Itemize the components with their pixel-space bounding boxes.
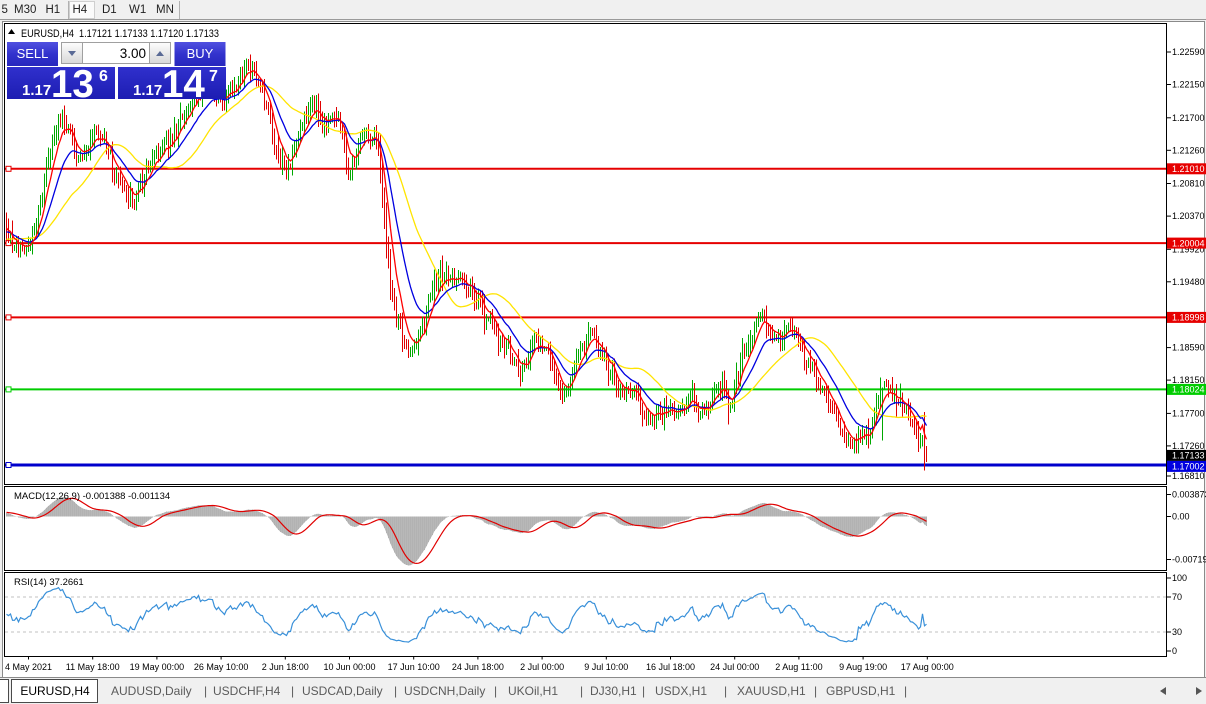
svg-text:USDCHF,H4: USDCHF,H4 [213, 684, 281, 698]
svg-text:1.19480: 1.19480 [1172, 277, 1205, 287]
svg-text:16 Jul 18:00: 16 Jul 18:00 [646, 662, 695, 672]
svg-text:0.003873: 0.003873 [1172, 490, 1206, 500]
svg-text:11 May 18:00: 11 May 18:00 [66, 662, 120, 672]
svg-text:AUDUSD,Daily: AUDUSD,Daily [111, 684, 192, 698]
svg-text:100: 100 [1172, 573, 1187, 583]
svg-text:1.17133: 1.17133 [1172, 451, 1205, 461]
svg-text:|: | [724, 684, 727, 698]
svg-text:9 Aug 19:00: 9 Aug 19:00 [839, 662, 887, 672]
svg-text:EURUSD,H4 1.17121 1.17133 1.1: EURUSD,H4 1.17121 1.17133 1.17120 1.1713… [21, 28, 219, 40]
svg-text:1.20004: 1.20004 [1172, 238, 1205, 248]
svg-text:1.16810: 1.16810 [1172, 471, 1205, 481]
svg-text:USDX,H1: USDX,H1 [655, 684, 707, 698]
svg-text:1.20810: 1.20810 [1172, 179, 1205, 189]
svg-text:5: 5 [2, 4, 8, 16]
svg-text:1.22590: 1.22590 [1172, 47, 1205, 57]
svg-text:26 May 10:00: 26 May 10:00 [194, 662, 249, 672]
svg-text:0.00: 0.00 [1172, 512, 1190, 522]
svg-text:GBPUSD,H1: GBPUSD,H1 [826, 684, 896, 698]
svg-text:14: 14 [162, 63, 205, 106]
svg-text:1.17700: 1.17700 [1172, 408, 1205, 418]
svg-text:USDCAD,Daily: USDCAD,Daily [302, 684, 383, 698]
svg-text:RSI(14) 37.2661: RSI(14) 37.2661 [14, 577, 84, 588]
svg-text:7: 7 [209, 68, 218, 85]
svg-text:MN: MN [156, 4, 174, 16]
svg-text:17 Jun 10:00: 17 Jun 10:00 [388, 662, 440, 672]
svg-text:|: | [904, 684, 907, 698]
svg-text:1.21700: 1.21700 [1172, 113, 1205, 123]
svg-text:2 Jun 18:00: 2 Jun 18:00 [262, 662, 309, 672]
svg-text:M30: M30 [14, 4, 36, 16]
svg-text:1.17002: 1.17002 [1172, 462, 1205, 472]
svg-text:19 May 00:00: 19 May 00:00 [130, 662, 185, 672]
svg-text:1.18024: 1.18024 [1172, 385, 1205, 395]
svg-text:3.00: 3.00 [120, 46, 146, 61]
svg-text:24 Jul 00:00: 24 Jul 00:00 [710, 662, 759, 672]
svg-text:1.18590: 1.18590 [1172, 343, 1205, 353]
svg-text:1.17260: 1.17260 [1172, 441, 1205, 451]
svg-text:D1: D1 [102, 4, 117, 16]
svg-text:2 Aug 11:00: 2 Aug 11:00 [775, 662, 822, 672]
svg-text:9 Jul 10:00: 9 Jul 10:00 [584, 662, 628, 672]
svg-text:-0.00719: -0.00719 [1172, 555, 1206, 565]
svg-text:4 May 2021: 4 May 2021 [5, 662, 52, 672]
svg-text:BUY: BUY [187, 46, 214, 61]
svg-text:0: 0 [1172, 646, 1177, 656]
svg-text:|: | [814, 684, 817, 698]
svg-text:|: | [204, 684, 207, 698]
svg-text:1.19920: 1.19920 [1172, 244, 1205, 254]
svg-text:1.22150: 1.22150 [1172, 80, 1205, 90]
svg-text:17 Aug 00:00: 17 Aug 00:00 [901, 662, 954, 672]
svg-text:USDCNH,Daily: USDCNH,Daily [404, 684, 485, 698]
svg-text:|: | [642, 684, 645, 698]
svg-text:MACD(12,26,9) -0.001388 -0.001: MACD(12,26,9) -0.001388 -0.001134 [14, 491, 170, 502]
svg-text:2 Jul 00:00: 2 Jul 00:00 [520, 662, 564, 672]
svg-text:1.21260: 1.21260 [1172, 145, 1205, 155]
svg-text:XAUUSD,H1: XAUUSD,H1 [737, 684, 806, 698]
svg-text:1.17: 1.17 [133, 82, 162, 99]
svg-text:10 Jun 00:00: 10 Jun 00:00 [323, 662, 375, 672]
svg-text:70: 70 [1172, 592, 1182, 602]
svg-text:1.18998: 1.18998 [1172, 313, 1205, 323]
svg-text:30: 30 [1172, 627, 1182, 637]
svg-text:H4: H4 [73, 4, 88, 16]
svg-text:1.20370: 1.20370 [1172, 211, 1205, 221]
svg-text:13: 13 [51, 63, 94, 106]
svg-text:SELL: SELL [17, 46, 49, 61]
svg-text:EURUSD,H4: EURUSD,H4 [20, 684, 90, 698]
svg-text:H1: H1 [46, 4, 61, 16]
svg-text:1.18150: 1.18150 [1172, 375, 1205, 385]
svg-text:6: 6 [99, 68, 108, 85]
svg-text:1.17: 1.17 [22, 82, 51, 99]
svg-text:24 Jun 18:00: 24 Jun 18:00 [452, 662, 504, 672]
svg-text:1.21010: 1.21010 [1172, 164, 1205, 174]
svg-text:UKOil,H1: UKOil,H1 [508, 684, 558, 698]
svg-text:|: | [291, 684, 294, 698]
svg-text:W1: W1 [129, 4, 146, 16]
svg-text:|: | [494, 684, 497, 698]
svg-text:DJ30,H1: DJ30,H1 [590, 684, 637, 698]
svg-text:|: | [394, 684, 397, 698]
svg-text:|: | [580, 684, 583, 698]
